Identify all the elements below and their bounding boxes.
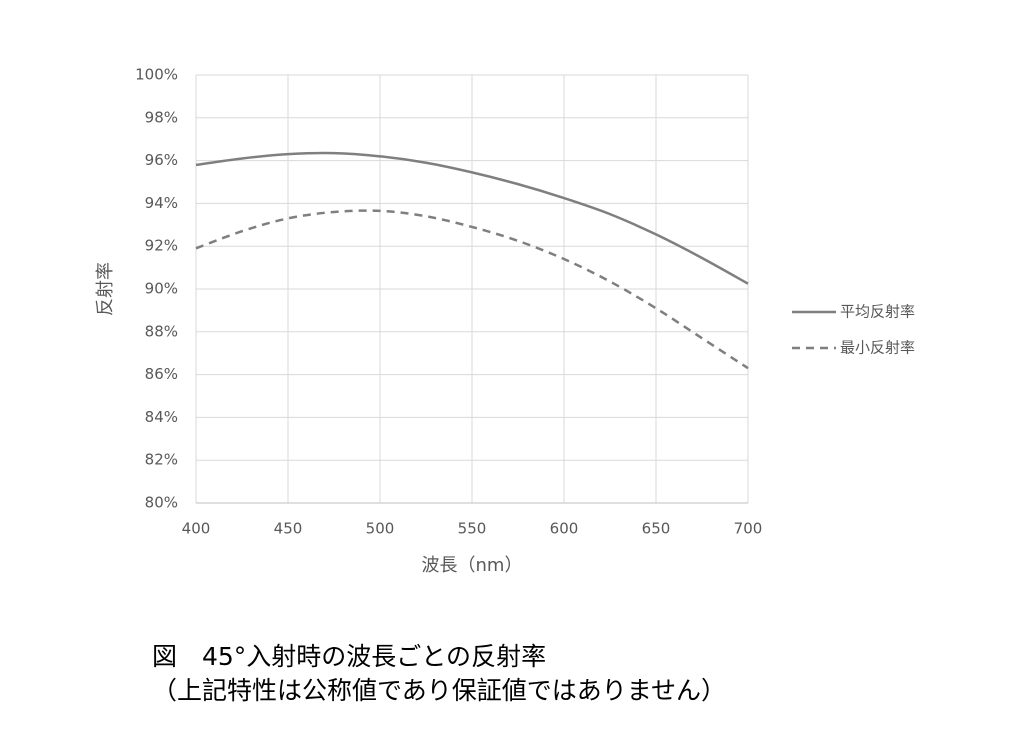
y-tick-label: 94% [145,194,178,212]
x-tick-label: 400 [182,520,211,538]
legend-label: 最小反射率 [840,339,915,357]
y-tick-label: 98% [145,108,178,126]
y-tick-label: 92% [145,237,178,255]
x-tick-label: 650 [642,520,671,538]
y-tick-label: 84% [145,408,178,426]
caption-line: 図 45°入射時の波長ごとの反射率 [152,642,546,671]
x-tick-label: 600 [550,520,579,538]
caption-line: （上記特性は公称値であり保証値ではありません） [152,676,726,705]
y-tick-label: 88% [145,322,178,340]
y-tick-label: 86% [145,365,178,383]
y-axis-title: 反射率 [95,262,116,316]
y-tick-label: 90% [145,280,178,298]
y-tick-label: 100% [135,66,178,84]
legend-label: 平均反射率 [840,303,915,321]
y-tick-label: 82% [145,451,178,469]
y-tick-label: 80% [145,494,178,512]
x-tick-label: 700 [734,520,763,538]
x-axis-title: 波長（nm） [422,555,523,576]
y-tick-label: 96% [145,151,178,169]
x-tick-label: 550 [458,520,487,538]
x-tick-label: 450 [274,520,303,538]
x-tick-label: 500 [366,520,395,538]
series-line [195,209,749,370]
series-line [195,151,749,285]
